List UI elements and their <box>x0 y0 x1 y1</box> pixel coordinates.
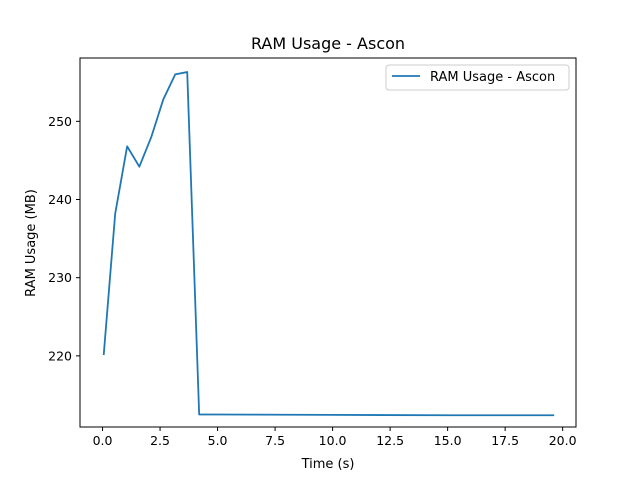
y-axis-ticks: 220 230 240 250 <box>48 114 80 363</box>
chart-title: RAM Usage - Ascon <box>251 34 405 53</box>
plot-area-frame <box>79 57 577 428</box>
x-tick-label: 0.0 <box>93 433 113 448</box>
x-axis-ticks: 0.0 2.5 5.0 7.5 10.0 12.5 15.0 17.5 20.0 <box>93 427 577 448</box>
y-tick-label: 230 <box>48 270 72 285</box>
series-layer <box>102 71 555 417</box>
legend: RAM Usage - Ascon <box>385 64 570 91</box>
legend-label-ram-usage: RAM Usage - Ascon <box>430 70 555 85</box>
y-tick-label: 250 <box>48 114 72 129</box>
x-tick-label: 17.5 <box>491 433 519 448</box>
x-tick-label: 12.5 <box>376 433 404 448</box>
legend-box <box>385 64 570 91</box>
x-tick-label: 2.5 <box>150 433 170 448</box>
x-tick-label: 20.0 <box>549 433 577 448</box>
x-tick-label: 5.0 <box>208 433 228 448</box>
x-tick-label: 10.0 <box>319 433 347 448</box>
x-tick-label: 7.5 <box>265 433 285 448</box>
x-tick-label: 15.0 <box>434 433 462 448</box>
x-axis-label: Time (s) <box>301 457 355 472</box>
y-tick-label: 220 <box>48 348 72 363</box>
series-line-ram-usage <box>102 71 555 417</box>
y-axis-label: RAM Usage (MB) <box>24 189 39 297</box>
y-tick-label: 240 <box>48 192 72 207</box>
